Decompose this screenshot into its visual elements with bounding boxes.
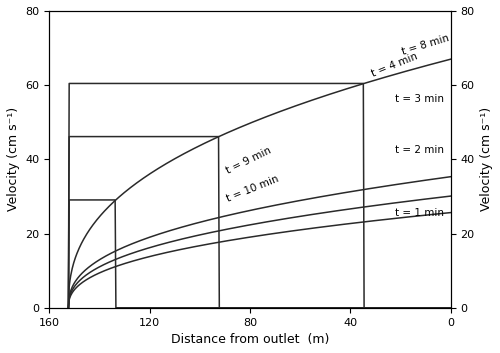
Text: t = 4 min: t = 4 min: [370, 51, 420, 78]
Y-axis label: Velocity (cm s⁻¹): Velocity (cm s⁻¹): [7, 107, 20, 211]
Text: t = 10 min: t = 10 min: [225, 174, 280, 204]
Y-axis label: Velocity (cm s⁻¹): Velocity (cm s⁻¹): [480, 107, 493, 211]
X-axis label: Distance from outlet  (m): Distance from outlet (m): [171, 333, 329, 346]
Text: t = 9 min: t = 9 min: [225, 145, 274, 176]
Text: t = 3 min: t = 3 min: [396, 94, 444, 104]
Text: t = 2 min: t = 2 min: [396, 145, 444, 155]
Text: t = 8 min: t = 8 min: [400, 34, 450, 57]
Text: t = 1 min: t = 1 min: [396, 208, 444, 218]
